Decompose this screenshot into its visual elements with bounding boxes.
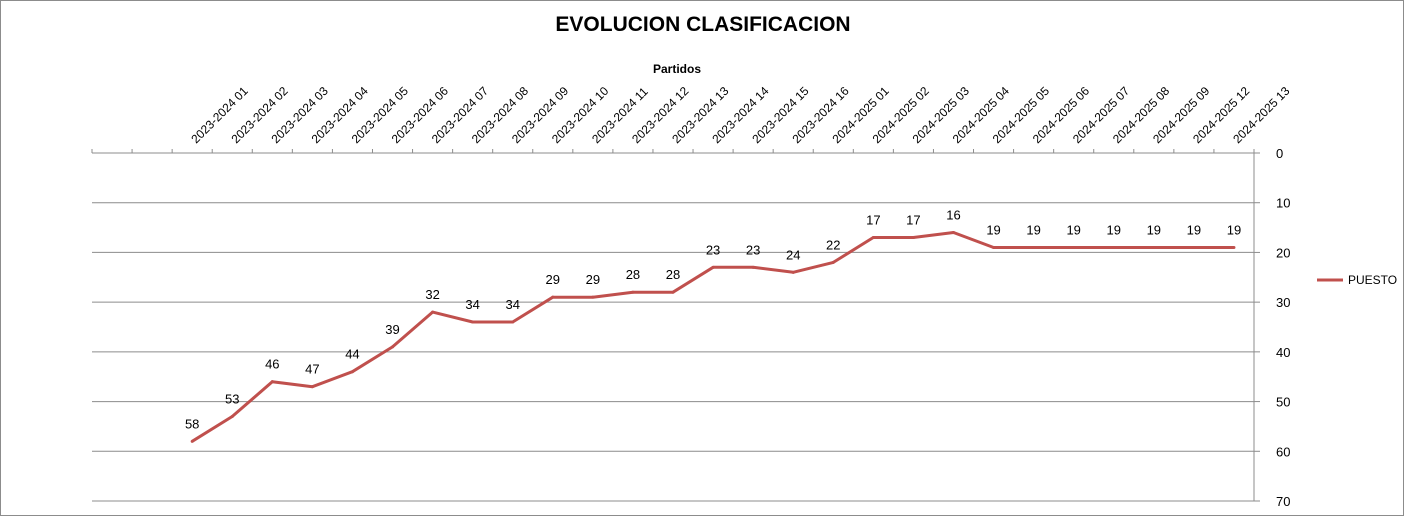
data-label: 17 <box>866 213 880 228</box>
data-label: 29 <box>546 272 560 287</box>
data-point <box>310 385 314 389</box>
data-label: 19 <box>1107 222 1121 237</box>
data-point <box>951 231 955 235</box>
data-label: 34 <box>505 297 519 312</box>
y-tick-label: 30 <box>1276 295 1290 310</box>
data-point <box>1232 245 1236 249</box>
data-label: 22 <box>826 237 840 252</box>
x-axis-title: Partidos <box>653 62 701 76</box>
data-point <box>671 290 675 294</box>
data-label: 28 <box>626 267 640 282</box>
y-tick-label: 50 <box>1276 395 1290 410</box>
y-tick-label: 70 <box>1276 494 1290 509</box>
data-point <box>230 414 234 418</box>
data-point <box>711 265 715 269</box>
data-label: 34 <box>465 297 479 312</box>
data-label: 19 <box>1026 222 1040 237</box>
data-point <box>1192 245 1196 249</box>
data-point <box>871 236 875 240</box>
data-point <box>992 245 996 249</box>
series-line-puesto <box>191 231 1234 443</box>
data-label: 32 <box>425 287 439 302</box>
data-label: 19 <box>1227 222 1241 237</box>
data-label: 23 <box>706 242 720 257</box>
data-point <box>751 265 755 269</box>
data-label: 23 <box>746 242 760 257</box>
data-point <box>1112 245 1116 249</box>
data-point <box>350 370 354 374</box>
data-point <box>391 345 395 349</box>
data-point <box>631 290 635 294</box>
data-point <box>911 236 915 240</box>
data-label: 19 <box>1147 222 1161 237</box>
data-point <box>471 320 475 324</box>
data-label: 53 <box>225 391 239 406</box>
y-tick-label: 0 <box>1276 146 1283 161</box>
data-label: 24 <box>786 247 800 262</box>
data-label: 47 <box>305 362 319 377</box>
y-tick-label: 10 <box>1276 196 1290 211</box>
data-label: 19 <box>1187 222 1201 237</box>
data-point <box>1152 245 1156 249</box>
data-label: 29 <box>586 272 600 287</box>
data-label: 19 <box>1066 222 1080 237</box>
data-label: 39 <box>385 322 399 337</box>
data-label: 17 <box>906 213 920 228</box>
data-point <box>551 295 555 299</box>
data-label: 44 <box>345 347 359 362</box>
data-point <box>591 295 595 299</box>
data-point <box>190 439 194 443</box>
legend-label: PUESTO <box>1348 273 1397 287</box>
data-label: 16 <box>946 208 960 223</box>
data-point <box>791 270 795 274</box>
data-label: 46 <box>265 357 279 372</box>
data-label: 28 <box>666 267 680 282</box>
data-label: 58 <box>185 416 199 431</box>
y-tick-label: 20 <box>1276 245 1290 260</box>
data-point <box>270 380 274 384</box>
data-point <box>431 310 435 314</box>
y-tick-label: 60 <box>1276 444 1290 459</box>
data-point <box>1032 245 1036 249</box>
data-point <box>831 260 835 264</box>
chart-title: EVOLUCION CLASIFICACION <box>555 13 851 36</box>
y-tick-label: 40 <box>1276 345 1290 360</box>
data-point <box>1072 245 1076 249</box>
data-point <box>511 320 515 324</box>
data-label: 19 <box>986 222 1000 237</box>
